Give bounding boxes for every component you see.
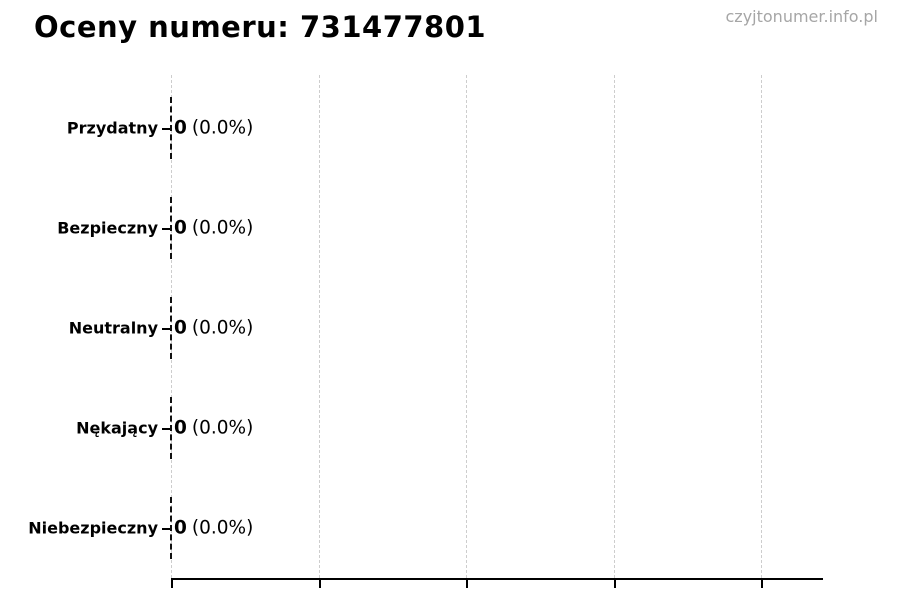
value-count: 0 [174,317,187,339]
x-axis-tick [319,580,321,588]
bar-row: Niebezpieczny 0 (0.0%) [0,478,900,578]
value-percent: (0.0%) [191,517,254,539]
value-percent: (0.0%) [191,217,254,239]
y-axis-tick [162,528,171,530]
bar [170,197,172,259]
bar-row: Neutralny 0 (0.0%) [0,278,900,378]
category-label: Neutralny [68,318,158,338]
value-count: 0 [174,517,187,539]
x-axis-tick [466,580,468,588]
x-axis-tick [761,580,763,588]
bar [170,497,172,559]
value-label: 0 (0.0%) [174,518,253,539]
x-gridline [466,75,467,578]
bar [170,397,172,459]
category-label: Przydatny [66,118,158,138]
category-label: Nękający [76,418,158,438]
value-label: 0 (0.0%) [174,318,253,339]
bar [170,297,172,359]
x-axis-line [171,578,823,580]
x-gridline [614,75,615,578]
value-percent: (0.0%) [191,417,254,439]
value-label: 0 (0.0%) [174,118,253,139]
bar-row: Nękający 0 (0.0%) [0,378,900,478]
value-count: 0 [174,217,187,239]
bar [170,97,172,159]
category-label: Bezpieczny [57,218,158,238]
x-axis-tick [171,580,173,588]
value-label: 0 (0.0%) [174,418,253,439]
y-axis-tick [162,428,171,430]
bar-row: Bezpieczny 0 (0.0%) [0,178,900,278]
y-axis-tick [162,128,171,130]
value-percent: (0.0%) [191,117,254,139]
value-percent: (0.0%) [191,317,254,339]
value-count: 0 [174,417,187,439]
y-axis-tick [162,228,171,230]
chart-title: Oceny numeru: 731477801 [34,10,487,44]
x-axis-tick [614,580,616,588]
bar-row: Przydatny 0 (0.0%) [0,78,900,178]
value-count: 0 [174,117,187,139]
value-label: 0 (0.0%) [174,218,253,239]
y-axis-tick [162,328,171,330]
category-label: Niebezpieczny [28,518,158,538]
x-gridline [761,75,762,578]
watermark-text: czyjtonumer.info.pl [725,7,879,26]
x-gridline [319,75,320,578]
